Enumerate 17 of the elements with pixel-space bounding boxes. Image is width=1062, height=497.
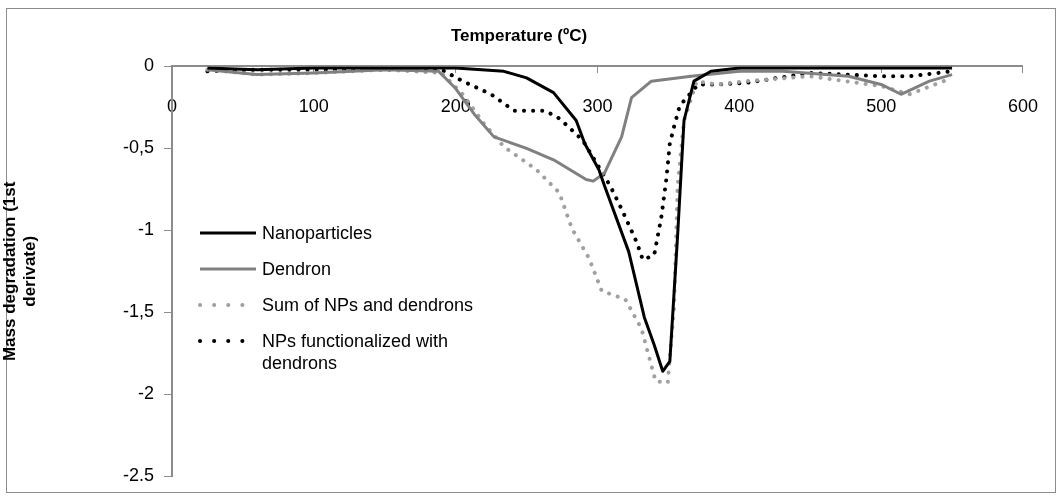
x-tick-label: 600	[1007, 96, 1039, 117]
y-tick-label: -2.5	[122, 465, 154, 486]
legend-label: NPs functionalized with dendrons	[262, 330, 450, 374]
x-tick-label: 100	[298, 96, 329, 117]
x-tick-label: 300	[582, 96, 613, 117]
legend-label: Dendron	[262, 258, 333, 280]
legend-label: Sum of NPs and dendrons	[262, 294, 475, 316]
y-tick-label: -0,5	[122, 137, 154, 158]
y-tick-label: -2	[137, 383, 154, 404]
x-axis-title: Temperature (ºC)	[450, 25, 588, 45]
y-tick-label: -1,5	[122, 301, 154, 322]
x-tick-label: 500	[866, 96, 897, 117]
y-tick-label: -1	[137, 219, 154, 240]
y-axis-title: Mass degradation (1st derivate)	[0, 181, 40, 362]
x-tick-label: 400	[724, 96, 755, 117]
y-tick-label: 0	[143, 55, 154, 76]
legend-label: Nanoparticles	[262, 222, 374, 244]
